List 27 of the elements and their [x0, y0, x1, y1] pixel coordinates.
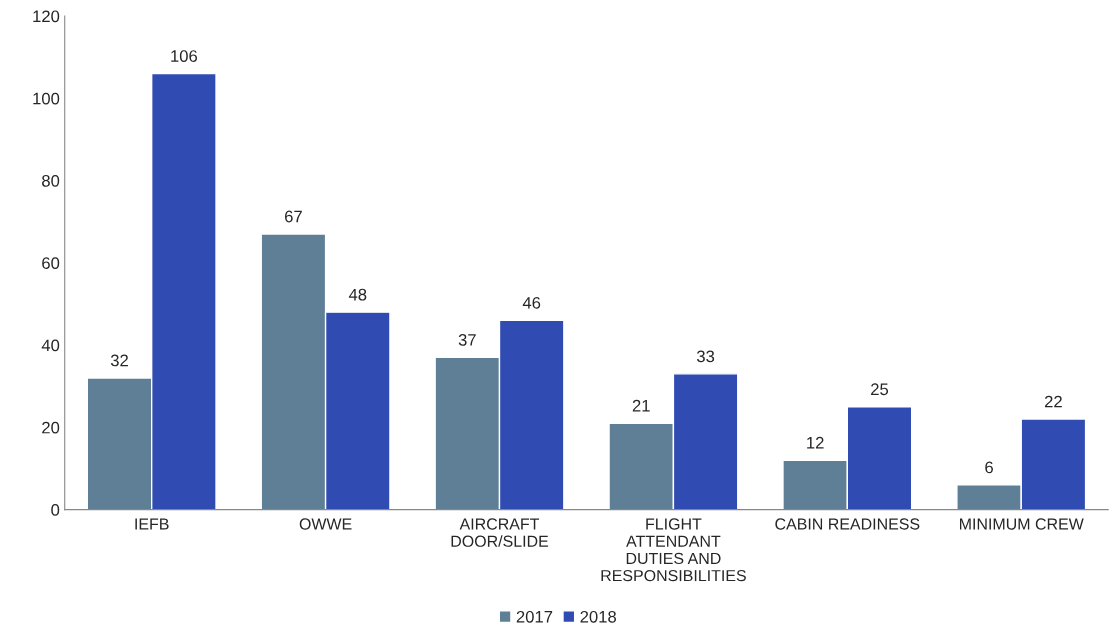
x-tick-label: OWWE: [299, 518, 352, 530]
data-label: 46: [522, 296, 541, 309]
data-label: 12: [807, 436, 824, 449]
legend-label: 2018: [580, 610, 617, 623]
data-label: 37: [458, 333, 476, 346]
y-tick-label: 80: [42, 174, 60, 187]
y-tick-label: 40: [41, 339, 60, 352]
data-label: 6: [985, 461, 993, 474]
y-tick-label: 100: [33, 92, 60, 105]
x-tick-label: MINIMUM CREW: [960, 518, 1084, 530]
data-label: 21: [632, 399, 650, 412]
data-label: 25: [871, 383, 889, 396]
legend-label: 2017: [516, 610, 553, 623]
data-label: 106: [171, 50, 198, 62]
data-label: 33: [696, 350, 715, 363]
y-tick-label: 120: [33, 10, 60, 23]
y-tick-label: 20: [42, 421, 60, 434]
y-tick-label: 0: [51, 504, 60, 516]
x-tick-label: AIRCRAFT DOOR/SLIDE: [451, 518, 549, 547]
x-tick-label: FLIGHT ATTENDANT DUTIES AND RESPONSIBILITIES: [601, 518, 746, 582]
data-label: 32: [110, 354, 128, 367]
data-label: 22: [1044, 395, 1062, 408]
x-tick-label: CABIN READINESS: [775, 518, 920, 530]
data-label: 67: [285, 210, 302, 223]
x-tick-label: IEFB: [135, 518, 169, 530]
y-tick-label: 60: [42, 257, 60, 270]
data-label: 48: [348, 288, 367, 301]
